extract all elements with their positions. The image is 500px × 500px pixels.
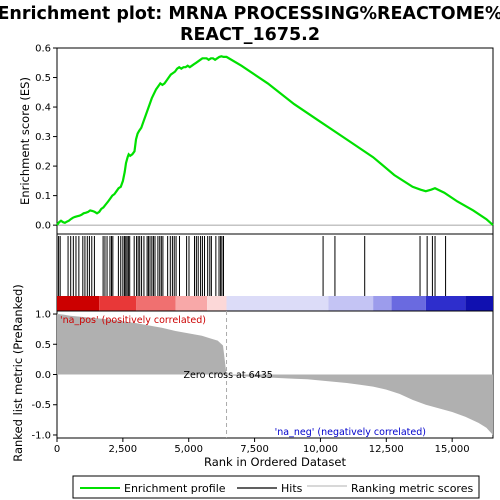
es-y-axis: 0.0 0.1 0.2 0.3 0.4 0.5 0.6 bbox=[35, 44, 57, 232]
legend-box bbox=[72, 475, 480, 499]
es-panel-frame bbox=[56, 47, 494, 235]
x-axis: 0 2,500 5,000 7,500 10,000 12,500 15,000 bbox=[54, 438, 470, 455]
colorbar-segment bbox=[391, 296, 426, 311]
colorbar-segment bbox=[328, 296, 374, 311]
colorbar-segment bbox=[57, 296, 100, 311]
es-y-axis-label: Enrichment score (ES) bbox=[18, 77, 32, 205]
metric-y-tick-label: 1.0 bbox=[35, 310, 51, 321]
zero-cross-label: Zero cross at 6435 bbox=[184, 370, 273, 381]
x-tick-label: 15,000 bbox=[435, 444, 470, 455]
x-tick-label: 7,500 bbox=[240, 444, 269, 455]
colorbar-segment bbox=[99, 296, 137, 311]
x-tick-label: 5,000 bbox=[174, 444, 203, 455]
colorbar-segment bbox=[465, 296, 493, 311]
x-tick-label: 12,500 bbox=[369, 444, 404, 455]
x-tick-label: 0 bbox=[54, 444, 60, 455]
chart-title-line2: REACT_1675.2 bbox=[180, 25, 320, 45]
positive-label: 'na_pos' (positively correlated) bbox=[60, 315, 206, 326]
hits-marks bbox=[58, 236, 447, 296]
ranking-metric-area bbox=[57, 314, 493, 435]
x-axis-label: Rank in Ordered Dataset bbox=[204, 455, 347, 469]
colorbar-segment bbox=[207, 296, 227, 311]
es-y-tick-label: 0.4 bbox=[35, 103, 51, 114]
colorbar-segment bbox=[373, 296, 392, 311]
es-y-tick-label: 0.2 bbox=[35, 162, 51, 173]
x-tick-label: 10,000 bbox=[303, 444, 338, 455]
x-tick-label: 2,500 bbox=[109, 444, 138, 455]
metric-y-axis: 1.0 0.5 0.0 -0.5 -1.0 bbox=[31, 310, 57, 441]
legend-label-hits: Hits bbox=[281, 482, 303, 495]
metric-plot-area: Zero cross at 6435 'na_pos' (positively c… bbox=[57, 311, 493, 438]
ranking-colorbar bbox=[57, 296, 493, 311]
es-plot-area bbox=[56, 55, 494, 226]
legend-label-enrichment-profile: Enrichment profile bbox=[124, 482, 226, 495]
metric-y-tick-label: 0.0 bbox=[35, 370, 51, 381]
es-y-tick-label: 0.0 bbox=[35, 221, 51, 232]
negative-label: 'na_neg' (negatively correlated) bbox=[275, 427, 426, 438]
enrichment-profile-line bbox=[56, 55, 494, 226]
legend-label-ranking-metric: Ranking metric scores bbox=[351, 482, 473, 495]
es-y-tick-label: 0.5 bbox=[35, 73, 51, 84]
metric-y-axis-label: Ranked list metric (PreRanked) bbox=[11, 284, 25, 462]
colorbar-segment bbox=[226, 296, 329, 311]
metric-y-tick-label: -1.0 bbox=[31, 430, 51, 441]
es-y-tick-label: 0.1 bbox=[35, 191, 51, 202]
colorbar-segment bbox=[136, 296, 176, 311]
colorbar-segment bbox=[175, 296, 208, 311]
es-y-tick-label: 0.6 bbox=[35, 44, 51, 55]
chart-title-line1: Enrichment plot: MRNA PROCESSING%REACTOM… bbox=[0, 4, 500, 24]
es-y-tick-label: 0.3 bbox=[35, 132, 51, 143]
metric-y-tick-label: 0.5 bbox=[35, 340, 51, 351]
colorbar-segment bbox=[425, 296, 466, 311]
metric-y-tick-label: -0.5 bbox=[31, 400, 51, 411]
